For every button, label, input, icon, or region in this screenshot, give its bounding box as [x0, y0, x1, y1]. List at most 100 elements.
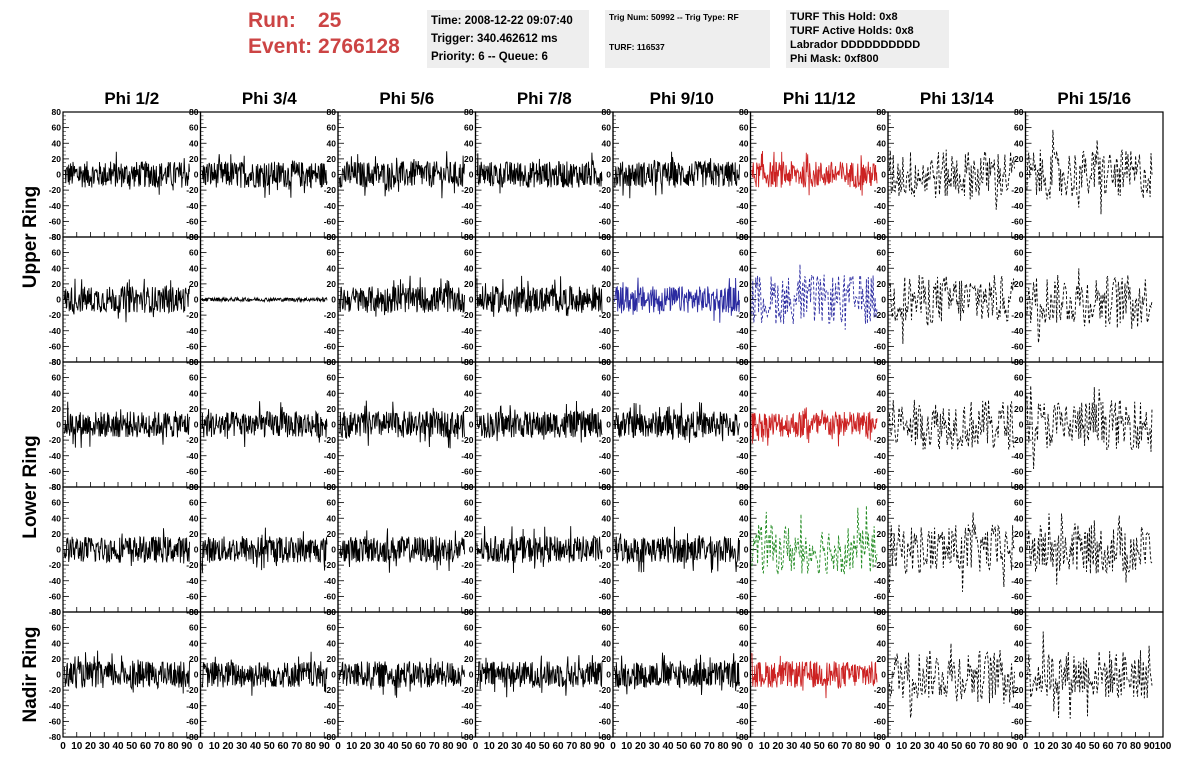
y-tick-label: 80: [602, 107, 612, 117]
y-tick-label: -20: [324, 685, 337, 695]
y-tick-label: -40: [324, 701, 337, 711]
y-tick-label: 20: [602, 154, 612, 164]
waveform-series-line: [888, 149, 1015, 210]
y-tick-label: -40: [324, 326, 337, 336]
y-tick-label: 0: [881, 545, 886, 555]
y-tick-label: -40: [736, 451, 749, 461]
y-tick-label: -20: [324, 435, 337, 445]
y-tick-label: 20: [327, 404, 337, 414]
y-tick-label: 60: [464, 373, 474, 383]
x-tick-label: 30: [924, 741, 936, 752]
y-tick-label: 60: [327, 623, 337, 633]
y-tick-label: 60: [602, 373, 612, 383]
y-tick-label: -40: [736, 326, 749, 336]
y-tick-label: 0: [194, 545, 199, 555]
y-tick-label: 0: [744, 420, 749, 430]
y-tick-label: 20: [189, 404, 199, 414]
waveform-series-line: [64, 151, 190, 195]
x-tick-label: 60: [140, 741, 152, 752]
ring-label: Nadir Ring: [20, 626, 41, 722]
y-tick-label: -60: [186, 591, 199, 601]
y-tick-label: 80: [327, 607, 337, 617]
x-tick-label: 40: [937, 741, 949, 752]
waveform-series-line: [888, 643, 1015, 718]
y-tick-label: -60: [599, 216, 612, 226]
y-tick-label: 40: [52, 388, 62, 398]
x-tick-label: 0: [1023, 741, 1029, 752]
waveform-series-line: [613, 277, 740, 323]
waveform-series-line: [1026, 268, 1153, 343]
y-tick-label: 20: [189, 654, 199, 664]
y-tick-label: 40: [739, 388, 749, 398]
column-header: Phi 1/2: [104, 89, 159, 108]
waveform-series-line: [613, 151, 740, 199]
y-tick-label: 0: [469, 295, 474, 305]
waveform-series-line: [476, 526, 603, 574]
y-tick-label: -60: [874, 716, 887, 726]
x-tick-label: 70: [566, 741, 578, 752]
y-tick-label: -20: [324, 560, 337, 570]
x-tick-label: 60: [965, 741, 977, 752]
waveform-series-line: [476, 655, 603, 698]
waveform-series-line: [476, 152, 603, 194]
y-tick-label: -40: [599, 201, 612, 211]
x-tick-label: 20: [360, 741, 372, 752]
y-tick-label: -40: [324, 576, 337, 586]
y-tick-label: 20: [739, 529, 749, 539]
y-tick-label: 40: [327, 513, 337, 523]
y-tick-label: 0: [331, 670, 336, 680]
y-tick-label: 20: [52, 529, 62, 539]
y-tick-label: -60: [599, 341, 612, 351]
y-tick-label: 40: [877, 388, 887, 398]
y-tick-label: -40: [874, 326, 887, 336]
y-tick-label: 20: [327, 529, 337, 539]
y-tick-label: 20: [877, 404, 887, 414]
y-tick-label: -60: [736, 716, 749, 726]
y-tick-label: -60: [324, 591, 337, 601]
y-tick-label: 40: [327, 138, 337, 148]
y-tick-label: -60: [186, 341, 199, 351]
y-tick-label: -20: [736, 685, 749, 695]
y-tick-label: 80: [327, 482, 337, 492]
x-tick-label: 70: [704, 741, 716, 752]
x-tick-label: 50: [401, 741, 413, 752]
y-tick-label: -40: [736, 576, 749, 586]
y-tick-label: -40: [49, 201, 62, 211]
x-tick-label: 90: [1006, 741, 1018, 752]
y-tick-label: -20: [1011, 560, 1024, 570]
y-tick-label: -40: [49, 451, 62, 461]
y-tick-label: 0: [744, 170, 749, 180]
y-tick-label: 0: [469, 170, 474, 180]
x-tick-label: 30: [511, 741, 523, 752]
y-tick-label: 20: [52, 154, 62, 164]
x-tick-label: 30: [374, 741, 386, 752]
y-tick-label: -80: [49, 482, 62, 492]
y-tick-label: 0: [606, 545, 611, 555]
y-tick-label: 80: [189, 107, 199, 117]
y-tick-label: -60: [461, 716, 474, 726]
x-tick-label: 70: [1116, 741, 1128, 752]
ring-label: Lower Ring: [20, 435, 41, 538]
y-tick-label: 60: [52, 498, 62, 508]
x-tick-label: 30: [786, 741, 798, 752]
y-tick-label: -60: [1011, 716, 1024, 726]
x-tick-label: 100: [1155, 741, 1172, 752]
y-tick-label: -20: [461, 310, 474, 320]
waveform-series-line: [63, 278, 190, 323]
x-tick-label: 90: [181, 741, 193, 752]
y-tick-label: 60: [877, 498, 887, 508]
y-tick-label: 40: [602, 513, 612, 523]
y-tick-label: 80: [877, 607, 887, 617]
y-tick-label: 60: [877, 373, 887, 383]
y-tick-label: 20: [1014, 154, 1024, 164]
